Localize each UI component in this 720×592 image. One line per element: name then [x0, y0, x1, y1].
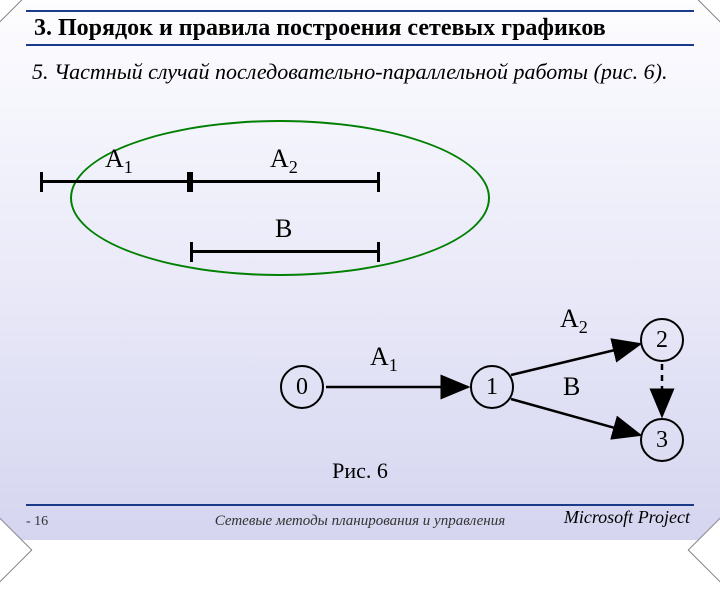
page-title: 3. Порядок и правила построения сетевых …: [34, 15, 606, 42]
interval-diagram: А1 А2 В: [30, 120, 430, 290]
interval-A1: [40, 180, 190, 183]
interval-A2: [190, 180, 380, 183]
node-label: 2: [656, 327, 668, 354]
edge-label-A1: А1: [370, 342, 398, 376]
edge-label-B: В: [563, 372, 580, 402]
node-2: 2: [640, 318, 684, 362]
node-label: 3: [656, 427, 668, 454]
edge-label-A2: А2: [560, 304, 588, 338]
interval-label-A2: А2: [270, 144, 298, 178]
node-0: 0: [280, 365, 324, 409]
node-label: 0: [296, 374, 308, 401]
subtitle: 5. Частный случай последовательно-паралл…: [32, 58, 688, 86]
node-3: 3: [640, 418, 684, 462]
interval-label-A1: А1: [105, 144, 133, 178]
node-label: 1: [486, 374, 498, 401]
footer-rule: [26, 504, 694, 506]
footer-right-text: Microsoft Project: [564, 507, 690, 528]
figure-caption: Рис. 6: [0, 458, 720, 484]
interval-B: [190, 250, 380, 253]
title-bar: 3. Порядок и правила построения сетевых …: [26, 10, 694, 46]
network-graph: 0 1 2 3 А1 А2 В: [280, 310, 690, 470]
interval-label-B: В: [275, 214, 292, 244]
node-1: 1: [470, 365, 514, 409]
